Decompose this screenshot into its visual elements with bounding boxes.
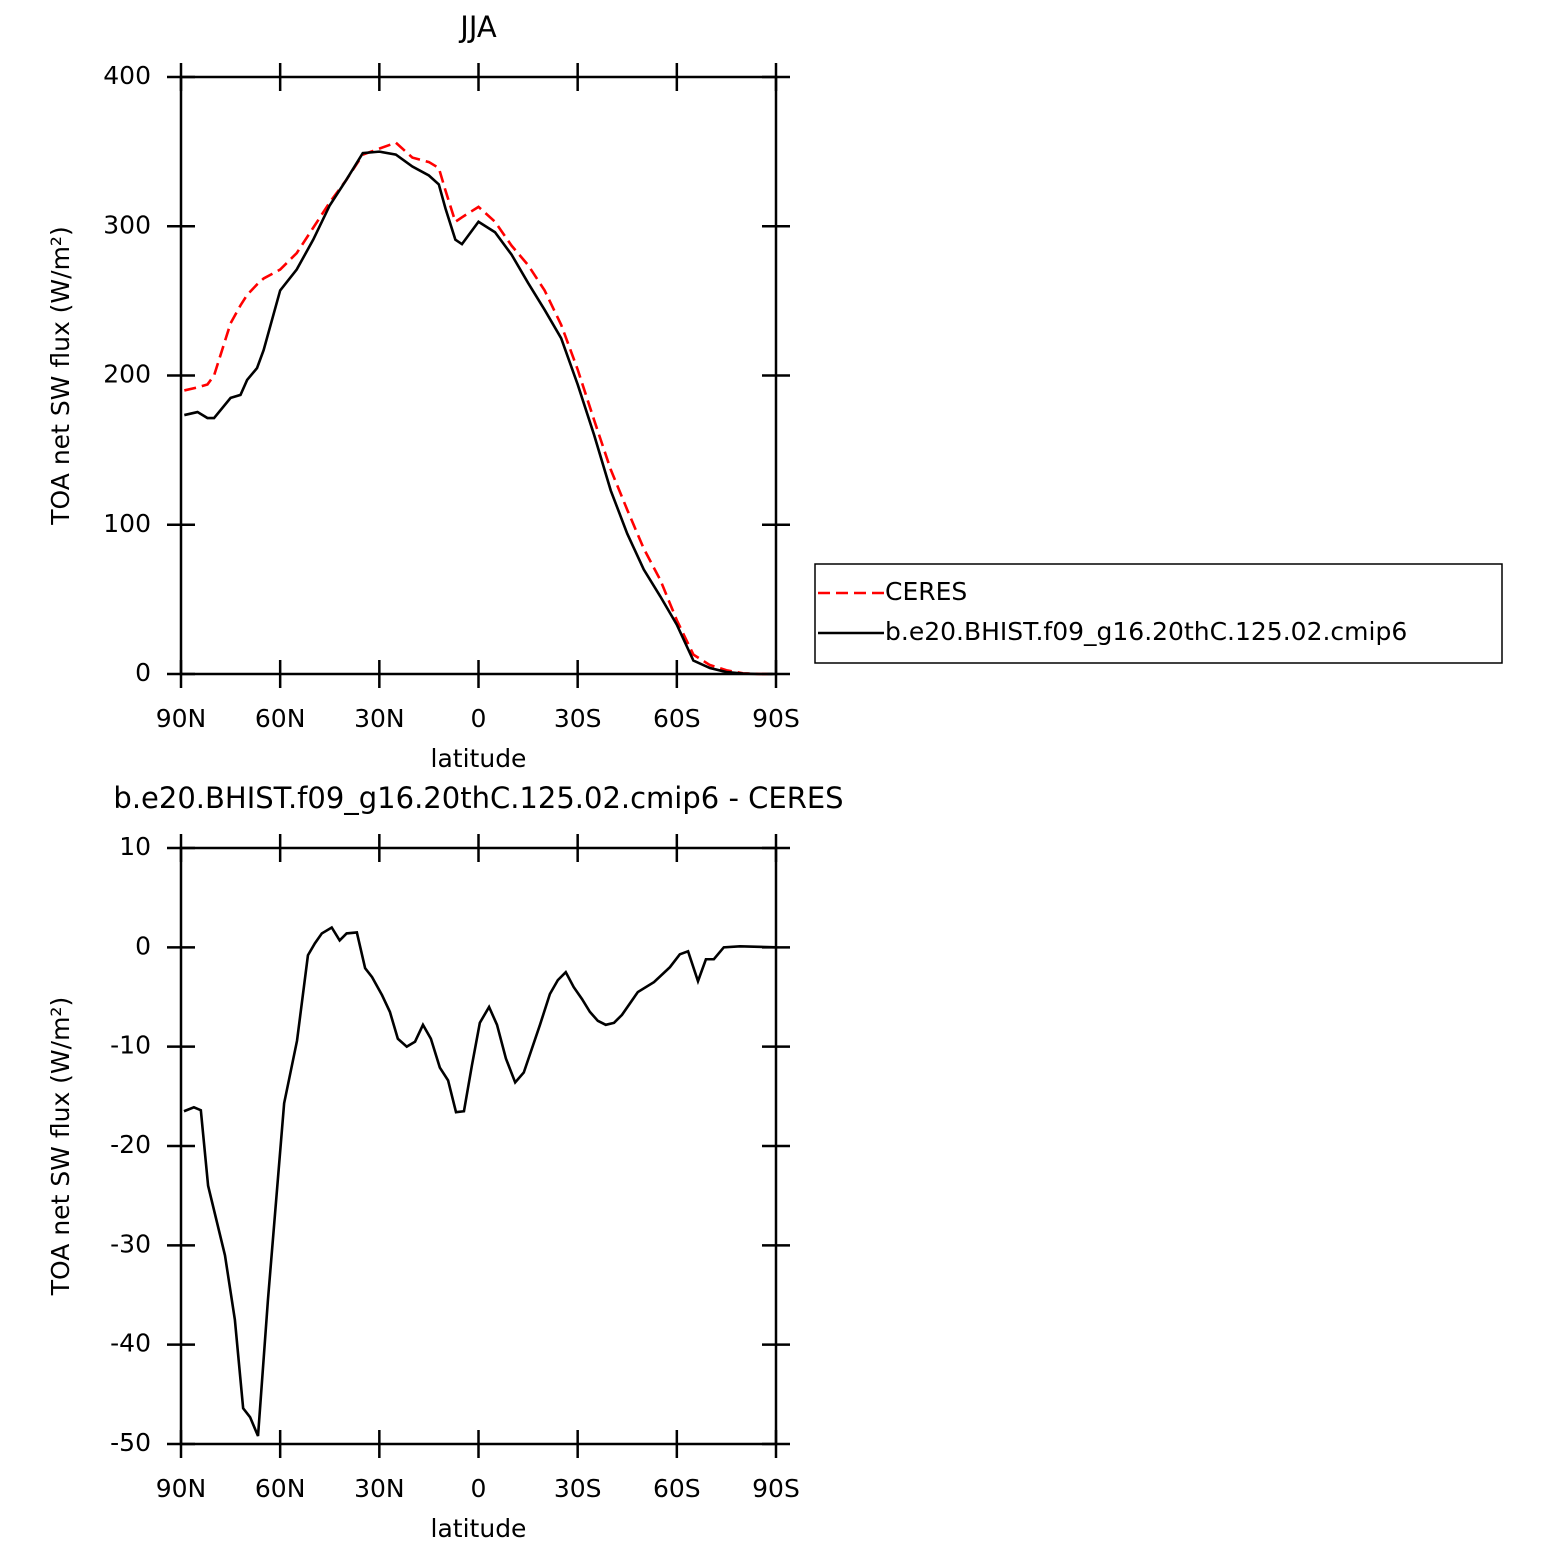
y-tick-label: -10 [110, 1031, 151, 1060]
x-tick-label: 90N [156, 704, 207, 733]
y-tick-label: 10 [119, 832, 151, 861]
y-tick-label: -50 [110, 1428, 151, 1457]
legend-label: CERES [885, 577, 967, 606]
y-tick-label: 200 [103, 360, 151, 389]
x-tick-label: 0 [471, 1474, 487, 1503]
x-tick-label: 60N [255, 1474, 306, 1503]
y-axis-label: TOA net SW flux (W/m²) [46, 226, 75, 525]
y-tick-label: -40 [110, 1329, 151, 1358]
x-tick-label: 90S [752, 704, 800, 733]
x-tick-label: 60N [255, 704, 306, 733]
y-tick-label: 100 [103, 509, 151, 538]
y-axis-label: TOA net SW flux (W/m²) [46, 997, 75, 1296]
legend-box [814, 563, 1503, 664]
y-tick-label: -30 [110, 1229, 151, 1258]
y-tick-label: 400 [103, 61, 151, 90]
y-tick-label: 300 [103, 210, 151, 239]
data-line [184, 150, 773, 676]
x-tick-label: 30S [554, 1474, 602, 1503]
x-tick-label: 90N [156, 1474, 207, 1503]
x-tick-label: 30N [354, 1474, 405, 1503]
data-line [184, 141, 773, 676]
x-axis-label: latitude [431, 1514, 527, 1543]
data-line [183, 925, 777, 1437]
x-tick-label: 30N [354, 704, 405, 733]
x-tick-label: 30S [554, 704, 602, 733]
x-tick-label: 60S [653, 1474, 701, 1503]
y-tick-label: 0 [135, 931, 151, 960]
x-tick-label: 0 [471, 704, 487, 733]
x-tick-label: 90S [752, 1474, 800, 1503]
y-tick-label: -20 [110, 1130, 151, 1159]
y-tick-label: 0 [135, 658, 151, 687]
x-axis-label: latitude [431, 744, 527, 773]
plot-frame [179, 846, 778, 1446]
chart-title: JJA [458, 10, 497, 44]
legend-label: b.e20.BHIST.f09_g16.20thC.125.02.cmip6 [885, 617, 1407, 646]
plot-frame [179, 75, 778, 676]
x-tick-label: 60S [653, 704, 701, 733]
chart-title: b.e20.BHIST.f09_g16.20thC.125.02.cmip6 -… [113, 781, 843, 815]
